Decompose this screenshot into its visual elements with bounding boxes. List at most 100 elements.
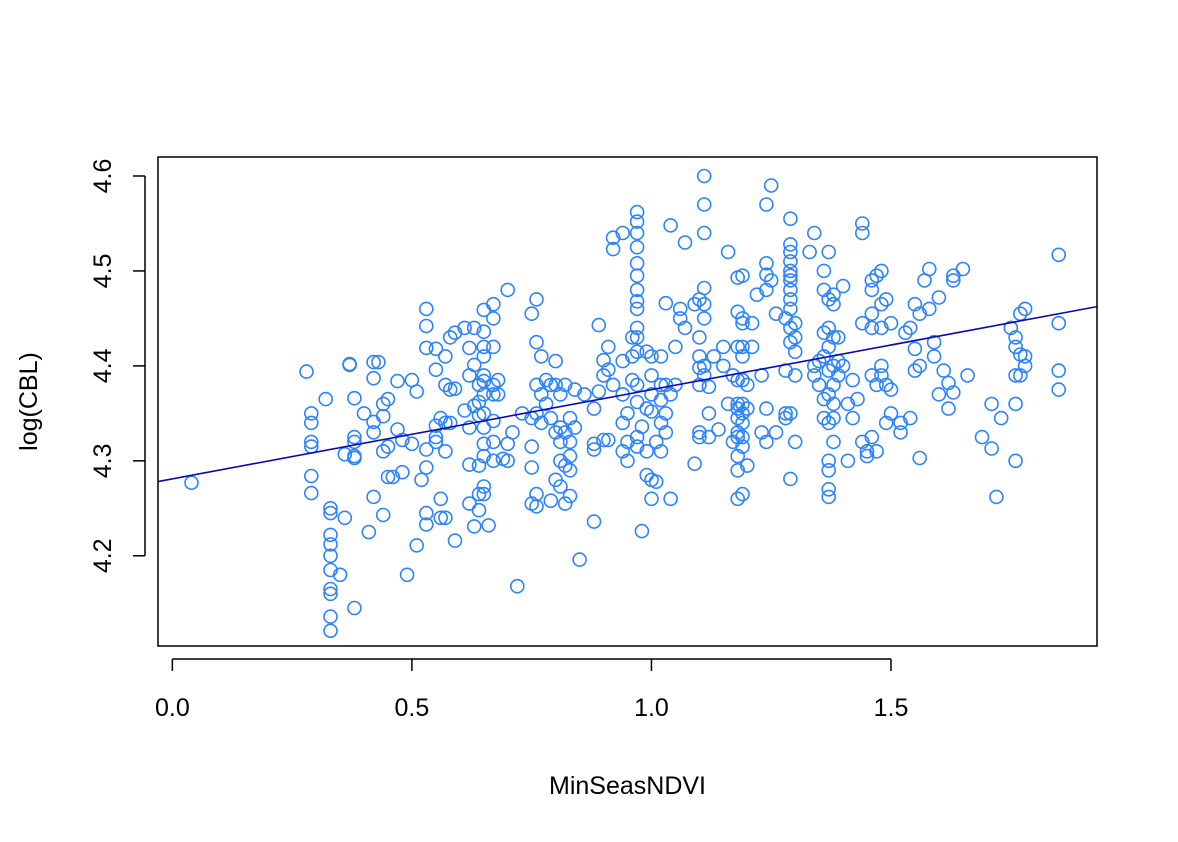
data-point <box>553 453 568 469</box>
data-point <box>696 358 712 374</box>
data-point <box>476 406 492 421</box>
data-point <box>409 384 425 399</box>
data-point <box>418 505 434 521</box>
data-point <box>883 382 899 397</box>
data-point <box>1008 453 1023 469</box>
data-point <box>600 339 616 355</box>
data-point <box>931 290 947 305</box>
data-point <box>864 273 880 288</box>
data-point <box>759 282 774 298</box>
data-point <box>1003 320 1019 336</box>
data-point <box>486 339 501 355</box>
data-point <box>845 372 861 388</box>
data-point <box>907 363 923 378</box>
data-point <box>553 387 568 402</box>
data-point <box>629 255 645 271</box>
data-point <box>912 358 928 374</box>
data-point <box>984 396 999 412</box>
data-point <box>347 600 362 616</box>
data-point <box>481 518 496 533</box>
data-point <box>476 420 492 435</box>
data-point <box>1051 247 1066 263</box>
data-point <box>677 320 693 336</box>
data-point <box>783 471 798 487</box>
data-point <box>615 225 631 241</box>
data-point <box>864 306 880 322</box>
data-point <box>438 415 453 431</box>
data-point <box>615 443 631 459</box>
data-point <box>821 387 837 402</box>
data-point <box>696 311 712 326</box>
data-point <box>438 510 453 526</box>
data-point <box>677 235 693 250</box>
data-point <box>864 368 880 383</box>
data-point <box>739 458 755 473</box>
data-point <box>778 410 793 426</box>
data-point <box>418 442 434 457</box>
data-point <box>514 406 530 421</box>
data-point <box>533 349 549 364</box>
data-point <box>471 377 487 393</box>
data-point <box>548 353 563 369</box>
data-point <box>323 586 338 602</box>
data-point <box>826 377 841 393</box>
data-point <box>768 306 784 322</box>
data-point <box>783 320 798 336</box>
data-point <box>926 349 942 364</box>
y-tick-label: 4.2 <box>89 538 117 573</box>
data-point <box>783 292 798 307</box>
data-point <box>663 491 678 507</box>
data-point <box>457 403 472 418</box>
data-point <box>562 462 578 478</box>
data-point <box>323 527 338 543</box>
data-point <box>701 429 717 445</box>
data-point <box>696 296 712 312</box>
data-point <box>629 268 645 284</box>
data-point <box>543 410 559 426</box>
data-point <box>783 406 798 421</box>
data-point <box>730 396 746 412</box>
data-point <box>735 315 750 331</box>
data-point <box>644 368 659 383</box>
data-point <box>821 292 837 307</box>
data-point <box>692 377 707 393</box>
data-point <box>845 410 861 426</box>
data-point <box>711 422 726 437</box>
data-point <box>356 406 372 421</box>
data-point <box>821 453 837 469</box>
data-point <box>783 237 798 252</box>
data-point <box>806 225 822 241</box>
data-point <box>418 460 434 475</box>
data-point <box>184 475 199 491</box>
data-point <box>864 320 880 336</box>
data-point <box>620 453 635 469</box>
data-point <box>730 448 746 464</box>
data-point <box>826 330 841 345</box>
data-point <box>586 436 602 452</box>
data-point <box>663 387 678 402</box>
data-point <box>505 425 520 440</box>
data-point <box>869 443 884 459</box>
data-point <box>921 261 937 277</box>
data-point <box>787 434 803 450</box>
data-point <box>303 485 319 501</box>
data-point <box>826 434 841 450</box>
data-point <box>586 514 602 529</box>
data-point <box>600 362 616 378</box>
data-point <box>414 472 429 488</box>
x-axis: 0.0 0.5 1.0 1.5 <box>155 658 908 722</box>
data-point <box>418 301 434 317</box>
data-point <box>639 401 655 416</box>
data-point <box>653 443 669 459</box>
data-point <box>778 406 793 421</box>
data-point <box>476 479 492 494</box>
data-point <box>486 434 501 450</box>
data-point <box>735 396 750 412</box>
data-point <box>629 282 645 298</box>
data-point <box>462 420 477 435</box>
data-point <box>730 491 746 507</box>
data-point <box>687 296 702 312</box>
data-point <box>759 434 774 450</box>
data-point <box>806 368 822 383</box>
data-point <box>878 415 894 431</box>
